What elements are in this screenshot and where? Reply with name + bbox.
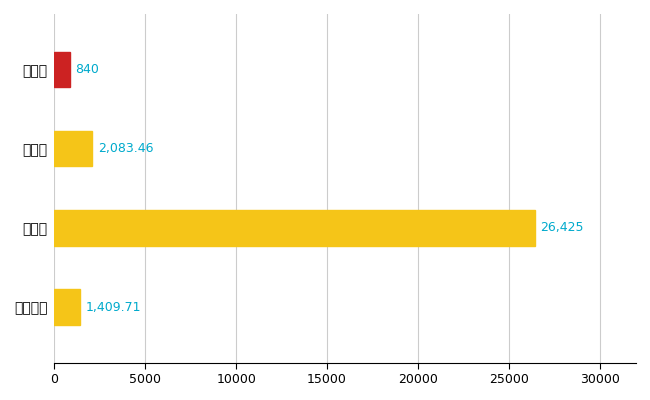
Bar [55, 52, 70, 87]
Bar [55, 131, 92, 166]
Text: 840: 840 [75, 63, 99, 76]
Bar [55, 210, 535, 246]
Text: 1,409.71: 1,409.71 [85, 301, 141, 314]
Text: 26,425: 26,425 [540, 222, 584, 234]
Text: 2,083.46: 2,083.46 [98, 142, 153, 155]
Bar [55, 289, 80, 325]
